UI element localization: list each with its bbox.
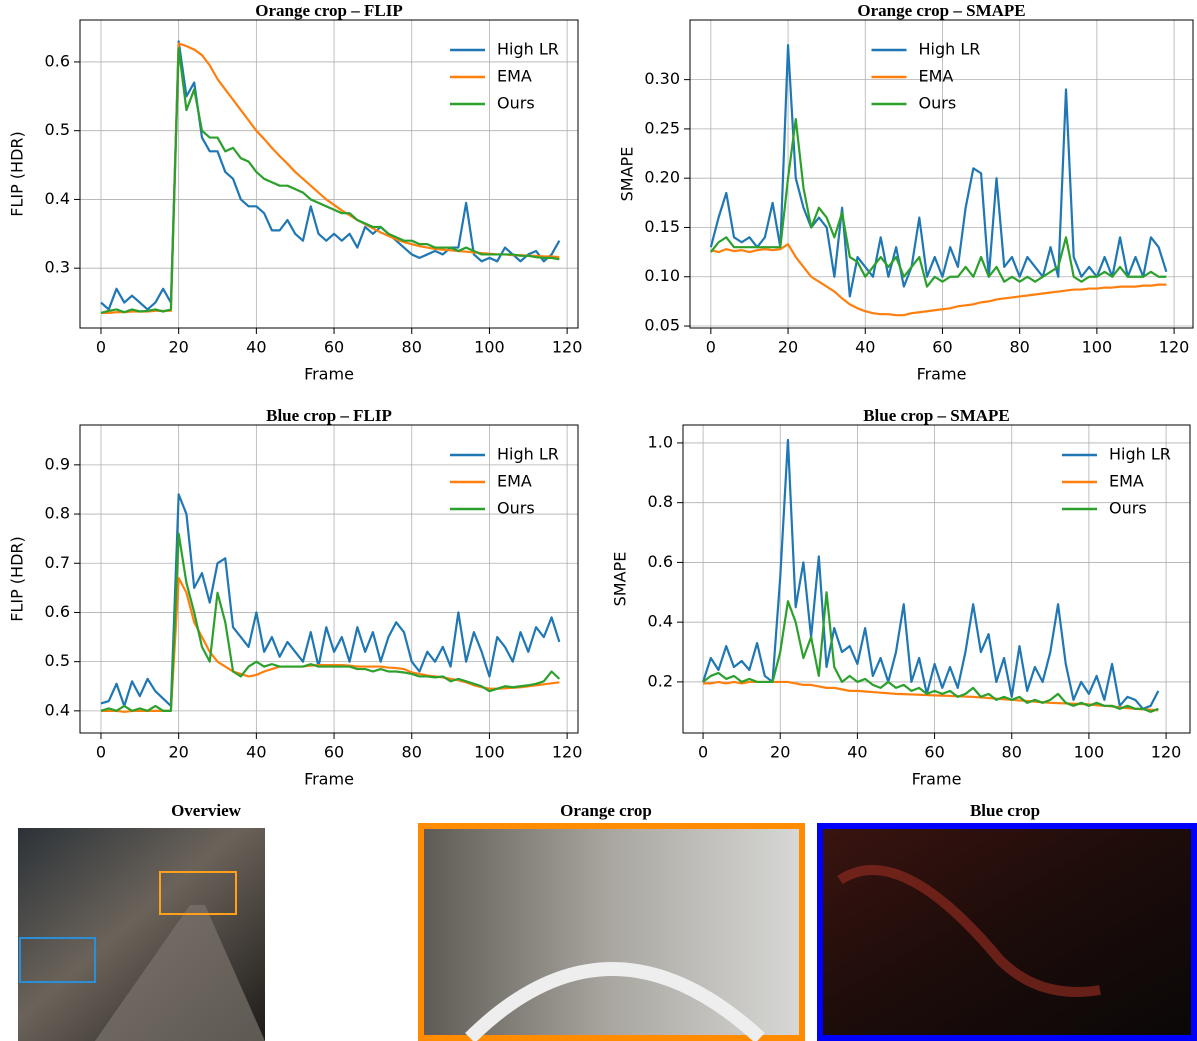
x-tick-label: 20 [168, 338, 188, 357]
figure: Overview Orange crop Blue crop Orange cr… [0, 0, 1197, 1041]
y-tick-label: 0.05 [644, 316, 680, 335]
y-tick-label: 1.0 [648, 432, 673, 451]
data-line [703, 440, 1158, 709]
x-tick-label: 0 [96, 743, 106, 762]
x-tick-label: 60 [932, 338, 952, 357]
x-tick-label: 80 [402, 338, 422, 357]
x-tick-label: 20 [168, 743, 188, 762]
data-line [101, 43, 559, 313]
data-line [101, 48, 559, 313]
page: Overview Orange crop Blue crop Orange cr… [0, 0, 1197, 1041]
y-tick-label: 0.10 [644, 266, 680, 285]
x-tick-label: 60 [924, 743, 944, 762]
y-tick-label: 0.2 [648, 671, 673, 690]
plot [703, 440, 1158, 712]
data-line [101, 41, 559, 309]
y-tick-label: 0.5 [45, 651, 70, 670]
x-axis-label: Frame [917, 365, 967, 384]
x-tick-label: 80 [1009, 338, 1029, 357]
plot [711, 45, 1167, 315]
x-tick-label: 100 [474, 743, 505, 762]
legend-label: High LR [919, 40, 981, 59]
x-tick-label: 120 [1159, 338, 1190, 357]
data-line [711, 119, 1167, 287]
x-tick-label: 40 [847, 743, 867, 762]
image-title: Orange crop [560, 801, 652, 820]
chart: Orange crop – FLIP 0 20 40 60 80 100 120 0.3 0.4 0… [8, 1, 583, 384]
x-axis-label: Frame [304, 365, 354, 384]
data-line [101, 534, 559, 711]
x-tick-label: 20 [770, 743, 790, 762]
x-tick-label: 0 [96, 338, 106, 357]
chart-title: Orange crop – SMAPE [857, 1, 1025, 20]
x-tick-label: 80 [1002, 743, 1022, 762]
y-tick-label: 0.4 [45, 700, 70, 719]
plot [101, 494, 559, 711]
y-tick-label: 0.6 [45, 602, 70, 621]
legend-label: Ours [497, 94, 535, 113]
y-axis-label: SMAPE [618, 147, 637, 202]
y-tick-label: 0.4 [648, 612, 673, 631]
legend-label: High LR [1109, 445, 1171, 464]
y-tick-label: 0.15 [644, 217, 680, 236]
x-axis-label: Frame [912, 770, 962, 789]
y-tick-label: 0.8 [45, 504, 70, 523]
x-tick-label: 40 [855, 338, 875, 357]
legend-label: Ours [1109, 499, 1147, 518]
legend-label: High LR [497, 445, 559, 464]
x-tick-label: 120 [552, 743, 583, 762]
legend-label: Ours [919, 94, 957, 113]
y-tick-label: 0.7 [45, 553, 70, 572]
y-tick-label: 0.9 [45, 454, 70, 473]
y-tick-label: 0.6 [45, 51, 70, 70]
x-tick-label: 100 [474, 338, 505, 357]
x-tick-label: 100 [1074, 743, 1105, 762]
y-axis-label: SMAPE [611, 552, 630, 607]
y-tick-label: 0.5 [45, 120, 70, 139]
x-tick-label: 0 [698, 743, 708, 762]
x-tick-label: 0 [706, 338, 716, 357]
legend-label: EMA [497, 67, 532, 86]
legend-label: Ours [497, 499, 535, 518]
y-tick-label: 0.20 [644, 168, 680, 187]
blue-crop-image [820, 826, 1194, 1038]
chart-title: Blue crop – FLIP [266, 406, 392, 425]
chart: Orange crop – SMAPE 0 20 40 60 80 100 120 0.05 0.… [618, 1, 1194, 384]
blue-crop-photo [820, 826, 1194, 1038]
x-tick-label: 40 [246, 743, 266, 762]
x-tick-label: 120 [1151, 743, 1182, 762]
y-tick-label: 0.3 [45, 258, 70, 277]
x-tick-label: 20 [778, 338, 798, 357]
x-tick-label: 60 [324, 338, 344, 357]
y-tick-label: 0.6 [648, 552, 673, 571]
orange-crop-image [421, 826, 802, 1038]
data-line [101, 494, 559, 706]
y-axis-label: FLIP (HDR) [8, 536, 27, 622]
x-tick-label: 40 [246, 338, 266, 357]
x-axis-label: Frame [304, 770, 354, 789]
legend-label: EMA [497, 472, 532, 491]
orange-crop-photo [421, 826, 802, 1038]
plot [101, 41, 559, 313]
x-tick-label: 120 [552, 338, 583, 357]
y-tick-label: 0.4 [45, 189, 70, 208]
legend-label: High LR [497, 40, 559, 59]
image-title: Blue crop [970, 801, 1040, 820]
overview-image [18, 828, 265, 1041]
y-axis-label: FLIP (HDR) [8, 131, 27, 217]
chart: Blue crop – FLIP 0 20 40 60 80 100 120 0.4 0.5 0.6… [8, 406, 583, 789]
chart-title: Orange crop – FLIP [255, 1, 402, 20]
y-tick-label: 0.30 [644, 69, 680, 88]
legend-label: EMA [1109, 472, 1144, 491]
legend-label: EMA [919, 67, 954, 86]
chart-title: Blue crop – SMAPE [863, 406, 1010, 425]
image-title: Overview [171, 801, 242, 820]
x-tick-label: 60 [324, 743, 344, 762]
x-tick-label: 80 [402, 743, 422, 762]
x-tick-label: 100 [1082, 338, 1113, 357]
y-tick-label: 0.8 [648, 492, 673, 511]
y-tick-label: 0.25 [644, 118, 680, 137]
chart: Blue crop – SMAPE 0 20 40 60 80 100 120 0.2 0.4 0.… [611, 406, 1191, 789]
